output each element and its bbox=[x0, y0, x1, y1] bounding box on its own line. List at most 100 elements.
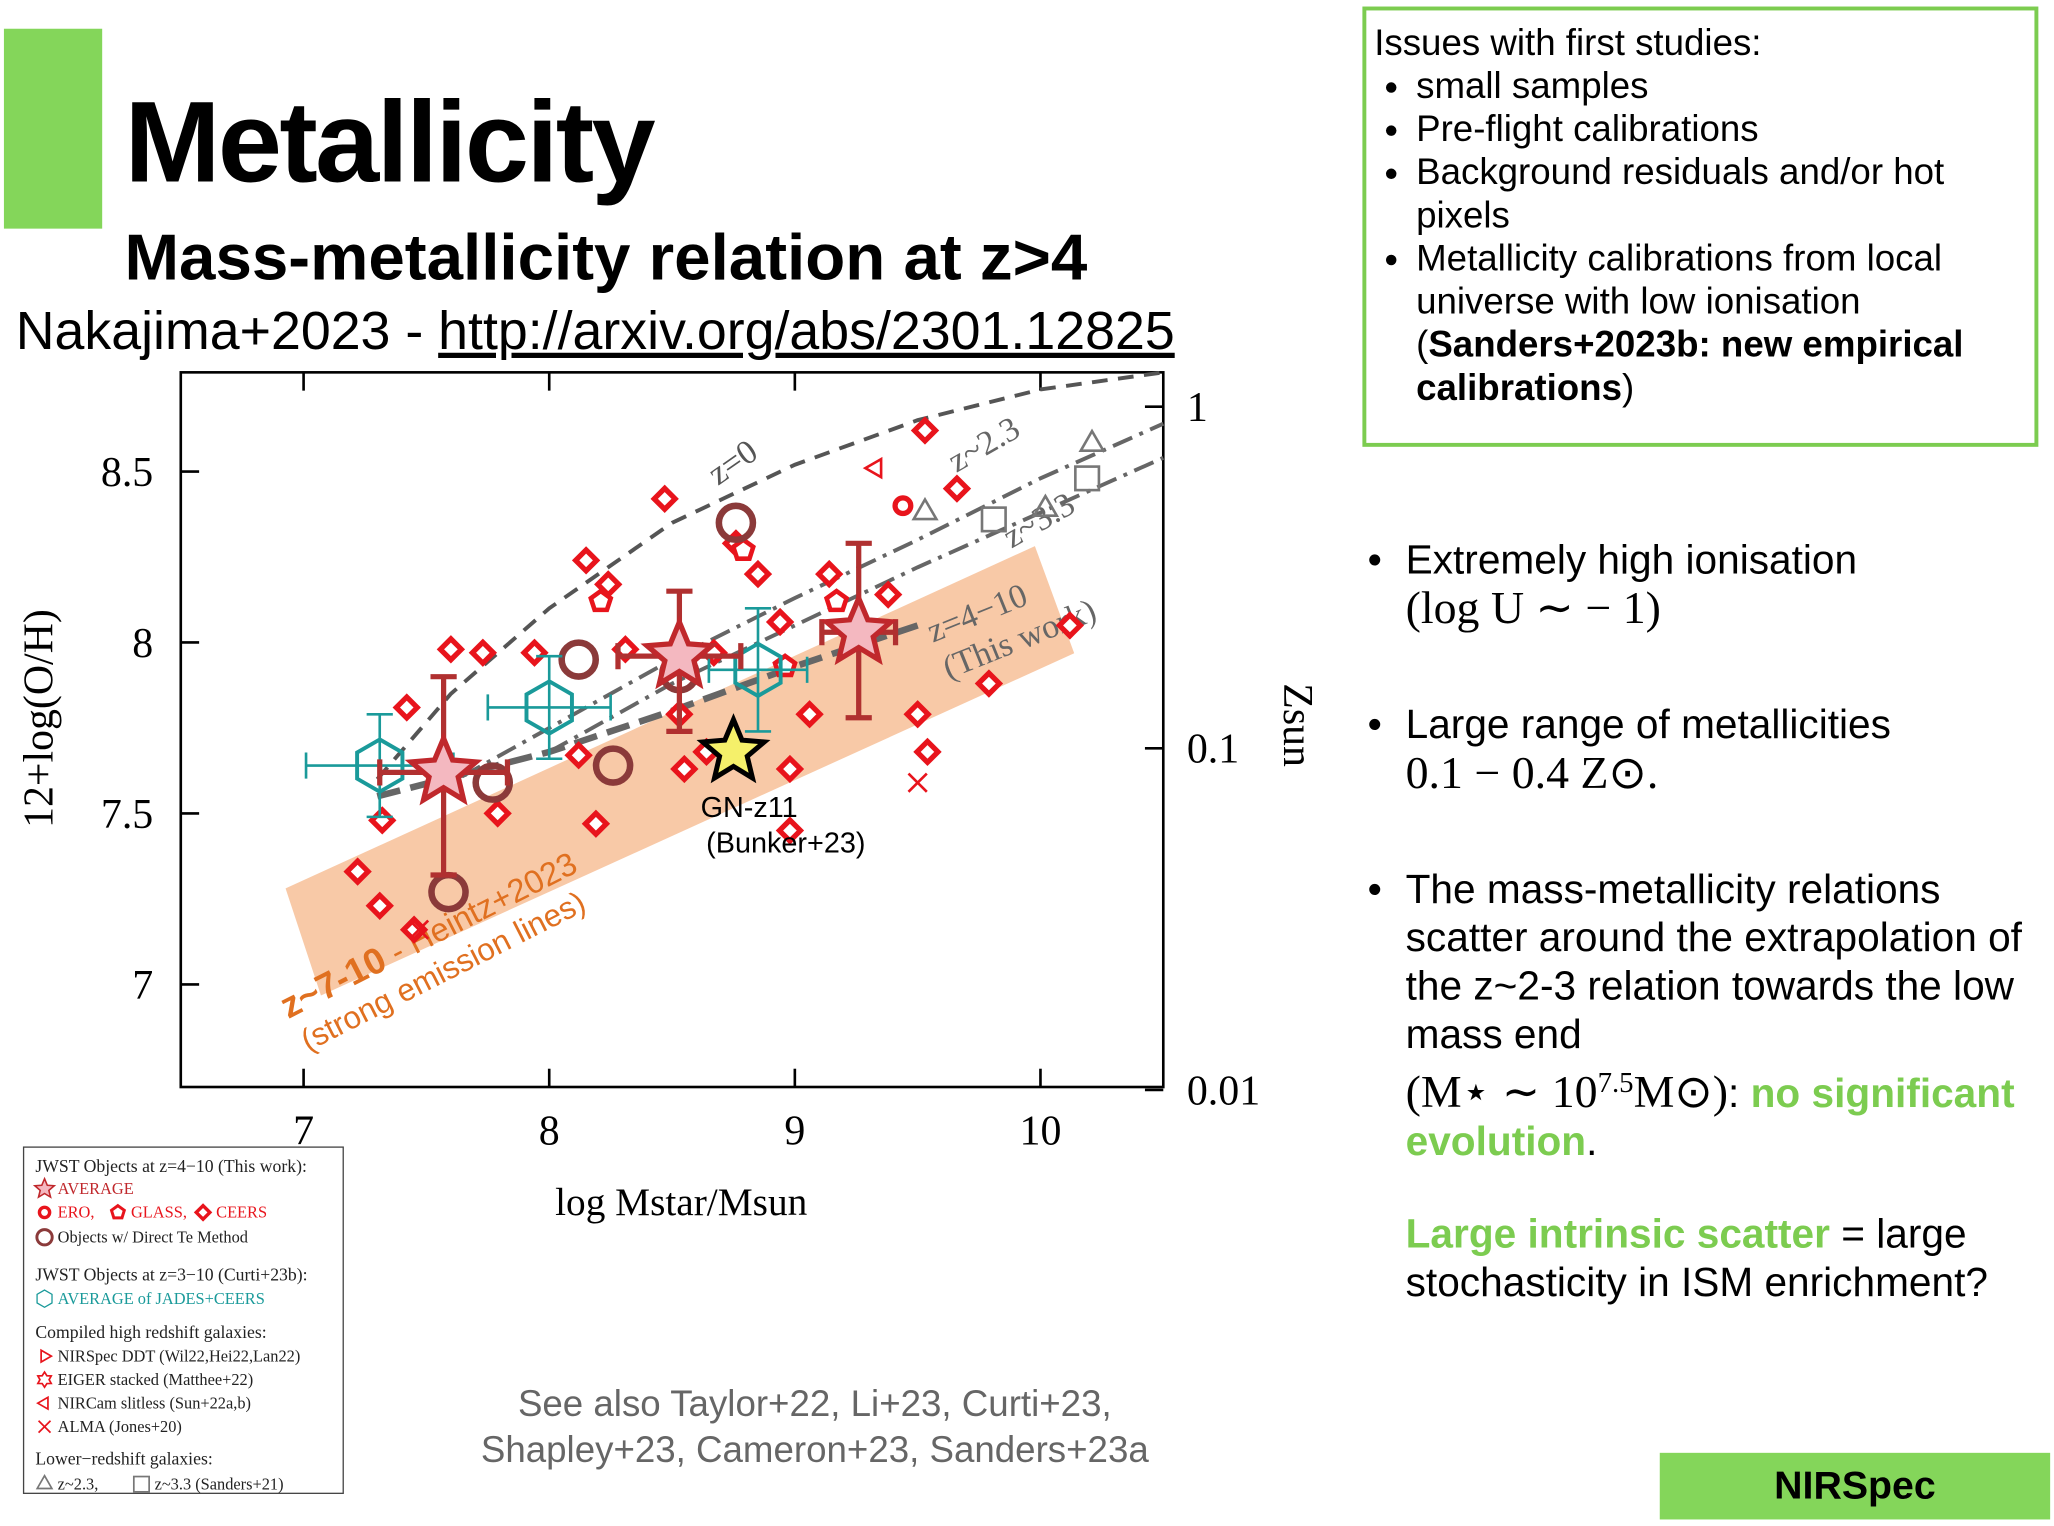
bullet: • Extremely high ionisation (log U ∼ − 1) bbox=[1368, 536, 2043, 633]
link[interactable]: http://arxiv.org/abs/2301.12825 bbox=[438, 300, 1175, 361]
bullet-text: Large range of metallicities bbox=[1405, 701, 1891, 748]
square-marker bbox=[132, 1475, 150, 1493]
legend-label: AVERAGE of JADES+CEERS bbox=[58, 1289, 265, 1308]
relation-line bbox=[375, 370, 1164, 781]
x-tick-label: 10 bbox=[1020, 1109, 1062, 1155]
issues-list: small samples Pre-flight calibrations Ba… bbox=[1374, 64, 2034, 409]
te-marker bbox=[35, 1228, 54, 1247]
issue: Pre-flight calibrations bbox=[1416, 107, 2034, 150]
y-axis-label: 12+log(O/H) bbox=[16, 609, 62, 828]
issues-box: Issues with first studies: small samples… bbox=[1362, 6, 2039, 447]
line-label: z~2.3 bbox=[942, 410, 1026, 480]
accent-bar bbox=[3, 28, 103, 229]
citation-text: Nakajima+2023 - bbox=[15, 300, 439, 361]
hexagram-marker bbox=[36, 1370, 53, 1389]
x-axis-label: log Mstar/Msun bbox=[555, 1181, 807, 1224]
conclusion-text: = large stochasticity in ISM enrichment? bbox=[1405, 1211, 1988, 1306]
title: Metallicity bbox=[124, 77, 655, 207]
legend-label: ALMA (Jones+20) bbox=[58, 1417, 182, 1436]
triangle-marker bbox=[35, 1473, 54, 1490]
conclusion: Large intrinsic scatter = large stochast… bbox=[1406, 1210, 2043, 1307]
ring-marker bbox=[37, 1205, 52, 1220]
te-marker bbox=[592, 745, 634, 786]
hexagon-marker bbox=[36, 1289, 53, 1309]
star-marker bbox=[640, 615, 719, 690]
hexagon-marker bbox=[355, 737, 405, 795]
point-label: GN-z11 bbox=[701, 792, 798, 824]
bullet-text: : bbox=[1728, 1070, 1751, 1117]
legend-box bbox=[22, 1146, 344, 1494]
ring-marker bbox=[892, 495, 914, 517]
x-tick-label: 9 bbox=[784, 1109, 805, 1155]
citation: Nakajima+2023 - http://arxiv.org/abs/230… bbox=[16, 300, 1175, 361]
cross-marker bbox=[907, 772, 928, 793]
bullet-math: (log U ∼ − 1) bbox=[1405, 582, 1661, 634]
subtitle: Mass-metallicity relation at z>4 bbox=[124, 220, 1088, 294]
y-tick-label: 8 bbox=[132, 621, 153, 667]
diamond-marker bbox=[520, 638, 549, 667]
diamond-marker bbox=[368, 806, 397, 835]
pentagon-marker bbox=[588, 588, 614, 613]
see-also-line: See also Taylor+22, Li+23, Curti+23, bbox=[517, 1383, 1112, 1425]
legend-label: AVERAGE bbox=[58, 1179, 134, 1198]
bullet-math: 0.1 − 0.4 Z⊙. bbox=[1405, 747, 1659, 799]
y-tick-label: 8.5 bbox=[101, 450, 153, 496]
x-error-bar bbox=[486, 694, 612, 721]
point-note: (Bunker+23) bbox=[706, 828, 865, 860]
issue: small samples bbox=[1416, 64, 2034, 107]
bullet-text: Extremely high ionisation bbox=[1405, 536, 1858, 583]
diamond-marker bbox=[564, 741, 593, 770]
square-marker bbox=[980, 506, 1007, 533]
triangle-marker bbox=[911, 496, 939, 521]
diamond-marker bbox=[775, 754, 805, 784]
bullet-highlight: no significant evolution bbox=[1405, 1070, 2015, 1165]
bullets: • Extremely high ionisation (log U ∼ − 1) … bbox=[1368, 536, 2043, 1307]
diamond-marker bbox=[942, 474, 972, 503]
diamond-marker bbox=[571, 546, 601, 575]
issue: Metallicity calibrations from local univ… bbox=[1416, 236, 2034, 408]
diamond-marker bbox=[765, 607, 795, 637]
diamond-marker bbox=[343, 857, 372, 886]
triangle-marker bbox=[862, 456, 883, 480]
legend-label: Objects w/ Direct Te Method bbox=[58, 1228, 248, 1247]
triangle-marker bbox=[1031, 493, 1060, 517]
y-tick-label: 7.5 bbox=[101, 792, 153, 838]
issue-text: ( bbox=[1416, 324, 1429, 365]
y2-tick-label: 0.1 bbox=[1187, 727, 1239, 773]
star-marker bbox=[32, 1176, 57, 1199]
diamond-marker bbox=[743, 559, 773, 589]
star-marker bbox=[696, 713, 771, 784]
issue: Background residuals and/or hot pixels bbox=[1416, 150, 2034, 236]
star-marker bbox=[819, 591, 898, 666]
bullet-math-sup: 7.5 bbox=[1597, 1066, 1634, 1099]
bullet: • Large range of metallicities 0.1 − 0.4 Z… bbox=[1368, 700, 2043, 797]
x-error-bar bbox=[707, 656, 809, 683]
line-label: z~3.3 bbox=[997, 486, 1081, 556]
legend-label: CEERS bbox=[216, 1203, 267, 1222]
issues-heading: Issues with first studies: bbox=[1374, 22, 1762, 63]
y2-axis-label: Zsun bbox=[1274, 683, 1320, 767]
te-marker bbox=[715, 502, 757, 544]
plot-frame bbox=[179, 371, 1165, 1089]
issue-bold: Sanders+2023b: new empirical calibration… bbox=[1416, 324, 1964, 408]
issue-text: ) bbox=[1622, 367, 1635, 408]
cross-marker bbox=[37, 1420, 52, 1434]
legend-label: NIRSpec DDT (Wil22,Hei22,Lan22) bbox=[58, 1346, 301, 1365]
diamond-marker bbox=[392, 693, 421, 722]
diamond-marker bbox=[795, 700, 824, 729]
triangle-marker bbox=[40, 1348, 54, 1364]
legend-label: z~3.3 (Sanders+21) bbox=[155, 1474, 284, 1493]
diamond-marker bbox=[399, 915, 429, 944]
diamond-marker bbox=[468, 638, 498, 667]
square-marker bbox=[1074, 465, 1101, 492]
legend-label: z~2.3, bbox=[58, 1474, 99, 1493]
triangle-marker bbox=[36, 1395, 49, 1411]
diamond-marker bbox=[483, 799, 512, 828]
legend-label: EIGER stacked (Matthee+22) bbox=[58, 1370, 254, 1389]
issue-text: Metallicity calibrations from local univ… bbox=[1416, 237, 1943, 322]
pentagon-marker bbox=[772, 653, 798, 678]
pentagon-marker bbox=[823, 588, 850, 613]
hexagon-marker bbox=[524, 679, 574, 736]
diamond-marker bbox=[365, 891, 394, 920]
